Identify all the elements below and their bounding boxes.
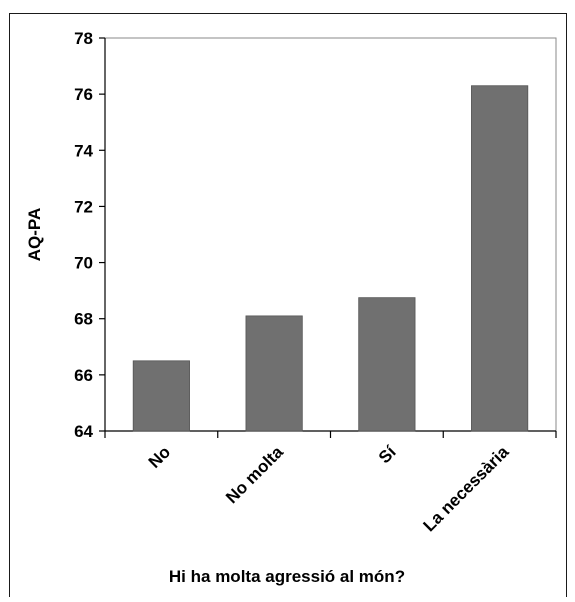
category-labels: No No molta Sí La necessària: [145, 441, 513, 535]
y-tick-label: 70: [74, 254, 93, 273]
y-tick-label: 72: [74, 197, 93, 216]
category-label: No molta: [222, 442, 287, 507]
bar: [132, 360, 190, 432]
bar: [471, 85, 529, 432]
y-axis-title: AQ-PA: [25, 208, 44, 262]
y-tick-label: 64: [74, 422, 93, 441]
category-label: No: [145, 442, 174, 471]
y-axis: 64 66 68 70 72 74 76 78: [74, 29, 106, 441]
bar-series: [132, 85, 529, 432]
y-tick-label: 78: [74, 29, 93, 48]
y-tick-label: 74: [74, 141, 93, 160]
y-tick-label: 76: [74, 85, 93, 104]
x-axis: [104, 430, 557, 438]
bar: [245, 315, 303, 432]
y-tick-label: 68: [74, 310, 93, 329]
x-axis-title: Hi ha molta agressió al món?: [169, 567, 405, 586]
y-tick-label: 66: [74, 366, 93, 385]
category-label: La necessària: [419, 442, 512, 535]
category-label: Sí: [375, 441, 401, 467]
bar: [358, 297, 416, 432]
figure-border: [9, 13, 567, 602]
